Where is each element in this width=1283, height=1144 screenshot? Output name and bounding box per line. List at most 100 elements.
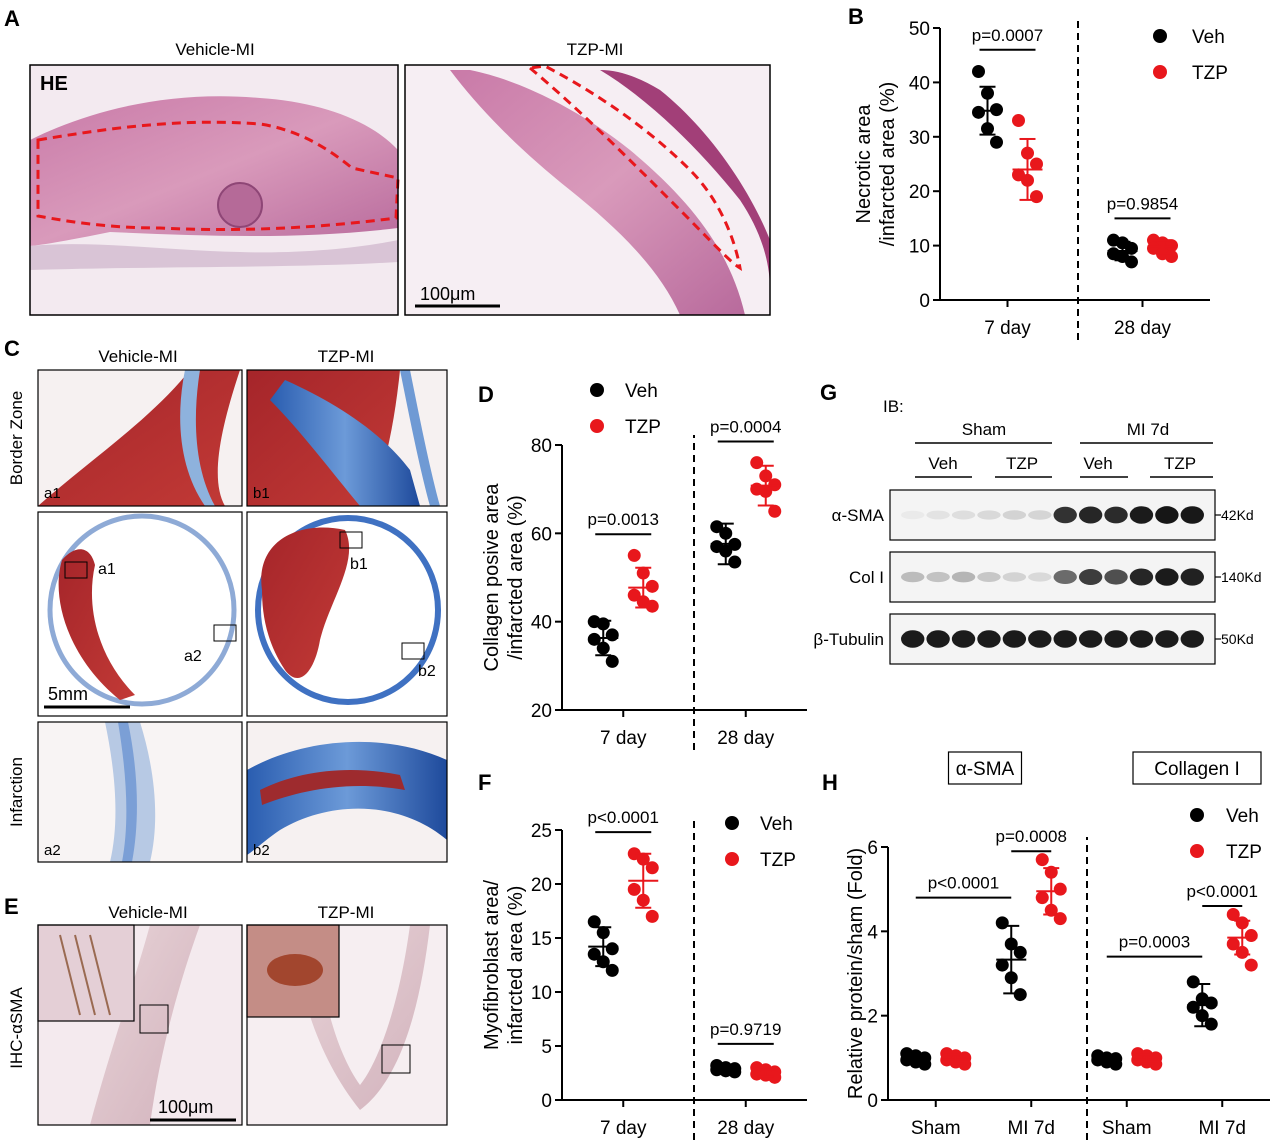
- panel-c-title-vehicle: Vehicle-MI: [98, 347, 177, 366]
- blot-size-label: 140Kd: [1221, 569, 1261, 585]
- blot-sub-veh-1: Veh: [928, 454, 957, 473]
- legend-marker: [1190, 808, 1204, 822]
- x-tick-label: MI 7d: [1198, 1118, 1246, 1139]
- panel-c-scale: 5mm: [48, 684, 88, 704]
- panel-g-letter: G: [820, 380, 837, 405]
- data-point: [587, 632, 601, 646]
- x-tick-label: 7 day: [600, 728, 647, 749]
- data-point: [1244, 958, 1258, 972]
- blot-band: [1078, 630, 1103, 648]
- pvalue-label: p=0.0003: [1119, 933, 1190, 952]
- panel-c-letter: C: [4, 336, 20, 361]
- blot-band: [951, 571, 976, 583]
- data-point: [1226, 937, 1240, 951]
- pvalue-label: p=0.9719: [710, 1020, 781, 1039]
- panel-a-scale: 100μm: [420, 284, 475, 304]
- blot-band: [901, 630, 925, 648]
- data-point: [995, 916, 1009, 930]
- panel-c-row-infarction: Infarction: [7, 757, 26, 827]
- legend-marker: [725, 852, 739, 866]
- masson-tile-a2: a2: [37, 721, 243, 863]
- y-tick-label: 2: [867, 1007, 878, 1028]
- blot-group-sham: Sham: [962, 420, 1006, 439]
- box-label-a1: a1: [98, 561, 116, 578]
- y-tick-label: 40: [531, 613, 552, 634]
- blot-size-label: 42Kd: [1221, 507, 1254, 523]
- panel-e-scale: 100μm: [158, 1097, 213, 1117]
- y-tick-label: 20: [909, 182, 930, 203]
- y-axis-label: Necrotic area: [853, 104, 875, 224]
- pvalue-label: p=0.0007: [972, 26, 1043, 45]
- y-tick-label: 0: [919, 291, 930, 312]
- section-title-box: [947, 751, 1023, 785]
- data-point: [1204, 996, 1218, 1010]
- blot-band: [901, 571, 925, 583]
- data-point: [1053, 882, 1067, 896]
- data-point: [1125, 255, 1138, 269]
- blot-sub-tzp-1: TZP: [1006, 454, 1038, 473]
- data-point: [768, 1070, 782, 1084]
- pvalue-label: p<0.0001: [588, 808, 659, 827]
- panel-e-title-tzp: TZP-MI: [318, 903, 375, 922]
- blot-band: [1002, 630, 1027, 648]
- y-tick-label: 30: [909, 128, 930, 149]
- blot-band: [1028, 510, 1052, 520]
- blot-band: [1129, 630, 1154, 648]
- chart-b: B 0 10 20 30 40 50 7 day 28 day Necrotic area/inf…: [848, 4, 1228, 340]
- y-tick-label: 10: [531, 983, 552, 1004]
- blot-band: [951, 510, 976, 520]
- panel-letter: F: [478, 770, 491, 795]
- pvalue-label: p=0.0004: [710, 417, 781, 436]
- panel-e-title-vehicle: Vehicle-MI: [108, 903, 187, 922]
- blot-band: [926, 630, 950, 648]
- legend-label: Veh: [760, 814, 793, 835]
- data-point: [1149, 1057, 1163, 1071]
- blot-sub-veh-2: Veh: [1083, 454, 1112, 473]
- blot-band: [1180, 568, 1204, 586]
- data-point: [1030, 190, 1043, 204]
- panel-letter: H: [822, 770, 838, 795]
- legend-marker: [1190, 844, 1204, 858]
- data-point: [1226, 907, 1240, 921]
- panel-a-letter: A: [4, 6, 20, 31]
- y-tick-label: 4: [867, 922, 878, 943]
- data-point: [605, 654, 619, 668]
- blot-group-mi7d: MI 7d: [1127, 420, 1170, 439]
- x-tick-label: 28 day: [717, 728, 775, 749]
- x-tick-label: Sham: [1102, 1118, 1152, 1139]
- he-image-tzp: 100μm: [404, 64, 771, 316]
- blot-band: [1078, 506, 1103, 524]
- legend-label: Veh: [1192, 27, 1225, 48]
- box-label-b2: b2: [418, 663, 436, 680]
- data-point: [1165, 239, 1178, 253]
- panel-e: E Vehicle-MI TZP-MI IHC-αSMA 100μm: [4, 894, 448, 1126]
- data-point: [605, 963, 619, 977]
- blot-rows: α-SMA 42Kd Col I 140Kd β-Tubulin 50Kd: [813, 489, 1261, 665]
- legend-label: TZP: [760, 850, 796, 871]
- blot-band: [1180, 506, 1204, 524]
- pvalue-label: p=0.0013: [588, 510, 659, 529]
- y-axis-label: Collagen posive area: [481, 483, 503, 672]
- masson-tile-a1: a1: [37, 369, 243, 507]
- data-point: [972, 105, 985, 119]
- panel-letter: B: [848, 4, 864, 29]
- section-title: α-SMA: [956, 759, 1015, 780]
- y-tick-label: 20: [531, 875, 552, 896]
- blot-band: [926, 571, 950, 583]
- he-stain-label: HE: [40, 73, 68, 95]
- blot-band: [1078, 569, 1103, 585]
- data-point: [958, 1057, 972, 1071]
- masson-whole-heart-vehicle: a1 a2 5mm: [37, 511, 243, 717]
- data-point: [1186, 1000, 1200, 1014]
- blot-band: [1129, 568, 1154, 586]
- blot-band: [1180, 630, 1204, 648]
- box-label-b1: b1: [350, 556, 368, 573]
- y-tick-label: 0: [541, 1091, 552, 1112]
- blot-band: [901, 510, 925, 520]
- data-point: [1204, 1017, 1218, 1031]
- blot-size-label: 50Kd: [1221, 631, 1254, 647]
- pvalue-label: p<0.0001: [1187, 882, 1258, 901]
- y-axis-label: Myofibroblast area/: [481, 880, 503, 1051]
- y-tick-label: 10: [909, 237, 930, 258]
